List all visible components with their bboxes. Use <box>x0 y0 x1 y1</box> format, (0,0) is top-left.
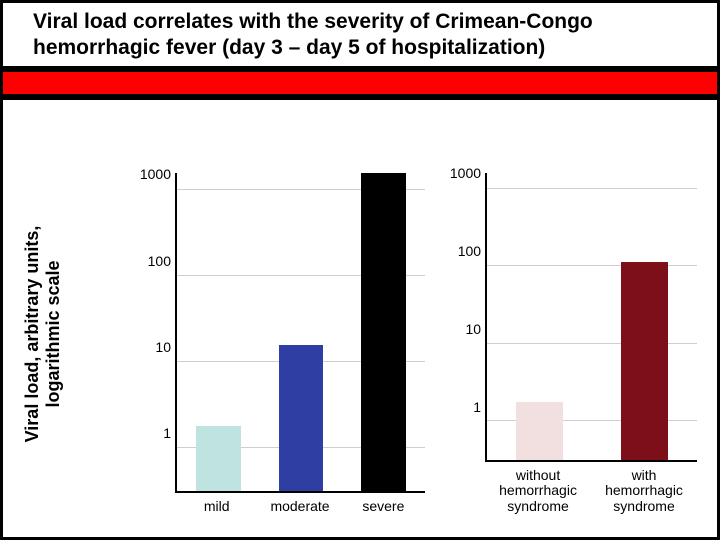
y-tick: 1000 <box>450 165 481 181</box>
slide-title: Viral load correlates with the severity … <box>33 10 593 59</box>
plot-row: 1000100101 <box>443 173 697 462</box>
y-tick: 10 <box>465 321 481 337</box>
plot-area <box>485 173 697 462</box>
y-tick: 100 <box>148 253 171 269</box>
y-tick: 10 <box>155 339 171 355</box>
y-axis-label: Viral load, arbitrary units, logarithmic… <box>22 225 64 442</box>
title-area: Viral load correlates with the severity … <box>3 3 717 66</box>
x-label: severe <box>342 493 425 514</box>
y-axis-label-line2: logarithmic scale <box>43 225 64 442</box>
charts-container: 1000100101mildmoderatesevere1000100101wi… <box>133 173 697 514</box>
slide: Viral load correlates with the severity … <box>0 0 720 540</box>
chart-0: 1000100101mildmoderatesevere <box>133 173 425 514</box>
body-area: Viral load, arbitrary units, logarithmic… <box>3 133 717 534</box>
bars <box>487 173 697 460</box>
plot-area <box>175 173 425 493</box>
bar-mild <box>196 426 241 490</box>
bar-severe <box>361 173 406 491</box>
x-label: with hemorrhagicsyndrome <box>591 462 697 514</box>
plot-row: 1000100101 <box>133 173 425 493</box>
y-axis: 1000100101 <box>443 173 485 462</box>
x-label: without hemorrhagicsyndrome <box>485 462 591 514</box>
y-axis: 1000100101 <box>133 173 175 493</box>
y-tick: 1 <box>473 399 481 415</box>
y-tick: 1 <box>163 425 171 441</box>
x-label: mild <box>175 493 258 514</box>
bar-without-hemorrhagic-syndrome <box>516 402 562 460</box>
x-axis: mildmoderatesevere <box>175 493 425 514</box>
y-tick: 1000 <box>140 166 171 182</box>
bars <box>177 173 425 491</box>
bar-moderate <box>279 345 324 491</box>
stripe-black-bot <box>3 94 717 100</box>
chart-1: 1000100101without hemorrhagicsyndromewit… <box>443 173 697 514</box>
stripe-red <box>3 72 717 94</box>
x-axis: without hemorrhagicsyndromewith hemorrha… <box>485 462 697 514</box>
bar-with-hemorrhagic-syndrome <box>621 262 667 460</box>
y-axis-label-line1: Viral load, arbitrary units, <box>22 225 42 442</box>
x-label: moderate <box>258 493 341 514</box>
y-tick: 100 <box>458 243 481 259</box>
